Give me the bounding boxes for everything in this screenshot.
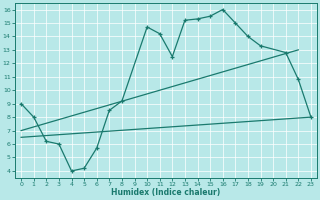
X-axis label: Humidex (Indice chaleur): Humidex (Indice chaleur) bbox=[111, 188, 221, 197]
